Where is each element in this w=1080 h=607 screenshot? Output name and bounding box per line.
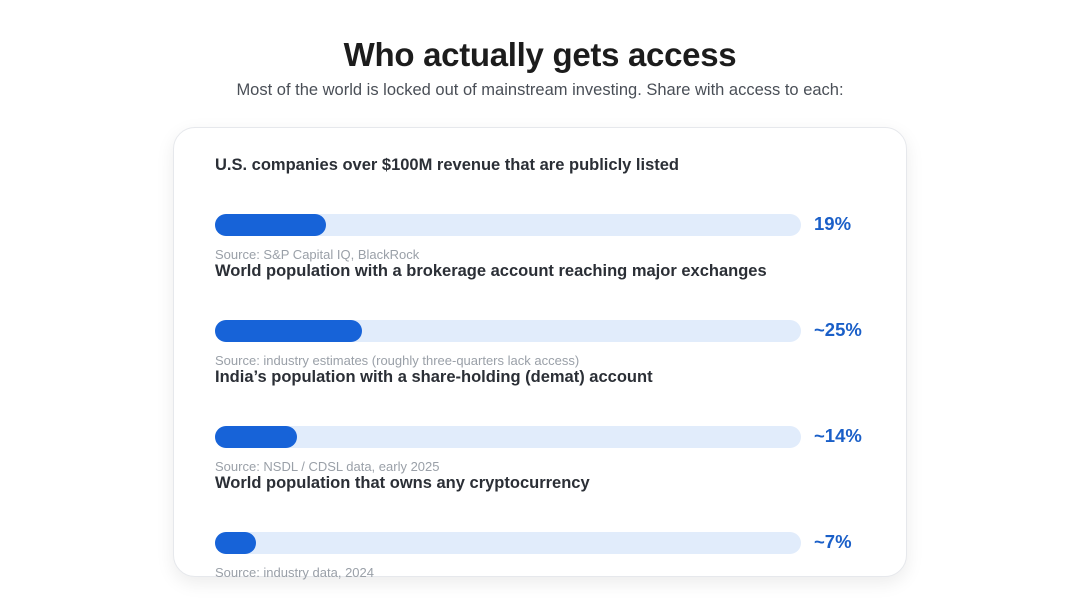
access-bar-chart-card: U.S. companies over $100M revenue that a… <box>173 127 907 580</box>
bar-category-label: India’s population with a share-holding … <box>215 368 653 386</box>
bar-fill <box>215 320 362 342</box>
bar-category-label: World population with a brokerage accoun… <box>215 262 767 280</box>
bar-source-note: Source: NSDL / CDSL data, early 2025 <box>215 459 440 474</box>
bar-value-label: 19% <box>814 213 852 234</box>
bar-row: U.S. companies over $100M revenue that a… <box>215 156 875 262</box>
bar-source-note: Source: S&P Capital IQ, BlackRock <box>215 247 420 262</box>
bar-row: World population with a brokerage accoun… <box>215 262 875 368</box>
bar-value-label: ~25% <box>814 319 862 340</box>
bar-track <box>215 426 801 448</box>
bar-source-note: Source: industry data, 2024 <box>215 565 374 580</box>
page-subtitle: Most of the world is locked out of mains… <box>236 81 844 99</box>
bar-category-label: U.S. companies over $100M revenue that a… <box>215 156 680 174</box>
bar-track <box>215 320 801 342</box>
bar-fill <box>215 426 298 448</box>
bar-value-label: ~14% <box>814 425 862 446</box>
bar-fill <box>215 214 327 236</box>
bar-category-label: World population that owns any cryptocur… <box>215 474 590 492</box>
bar-value-label: ~7% <box>814 531 852 552</box>
bar-fill <box>215 532 257 554</box>
page-title: Who actually gets access <box>343 36 737 73</box>
bar-track <box>215 532 801 554</box>
bar-row: World population that owns any cryptocur… <box>215 474 875 580</box>
bar-track <box>215 214 801 236</box>
bar-row: India’s population with a share-holding … <box>215 368 875 474</box>
bar-source-note: Source: industry estimates (roughly thre… <box>215 353 580 368</box>
